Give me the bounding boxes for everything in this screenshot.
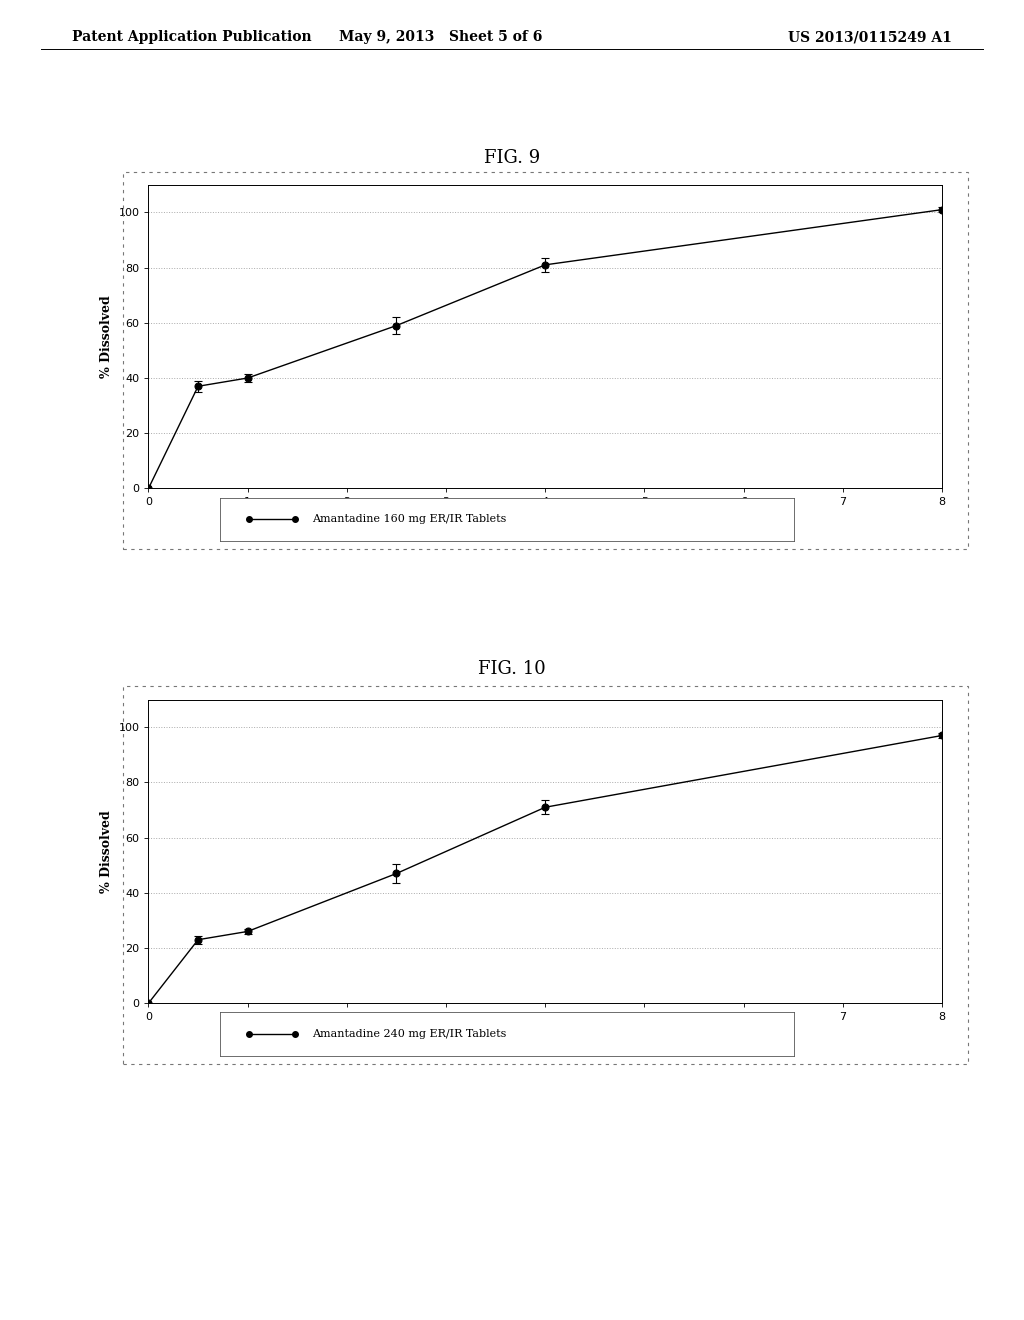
- Text: US 2013/0115249 A1: US 2013/0115249 A1: [788, 30, 952, 45]
- X-axis label: Time (Hours): Time (Hours): [498, 513, 593, 525]
- Y-axis label: % Dissolved: % Dissolved: [100, 810, 113, 892]
- Y-axis label: % Dissolved: % Dissolved: [100, 296, 113, 378]
- Text: FIG. 10: FIG. 10: [478, 660, 546, 678]
- Text: Patent Application Publication: Patent Application Publication: [72, 30, 311, 45]
- Text: May 9, 2013   Sheet 5 of 6: May 9, 2013 Sheet 5 of 6: [339, 30, 542, 45]
- Text: Amantadine 240 mg ER/IR Tablets: Amantadine 240 mg ER/IR Tablets: [312, 1030, 506, 1039]
- Text: Amantadine 160 mg ER/IR Tablets: Amantadine 160 mg ER/IR Tablets: [312, 515, 506, 524]
- X-axis label: Time (Hours): Time (Hours): [498, 1028, 593, 1040]
- Text: FIG. 9: FIG. 9: [484, 149, 540, 168]
